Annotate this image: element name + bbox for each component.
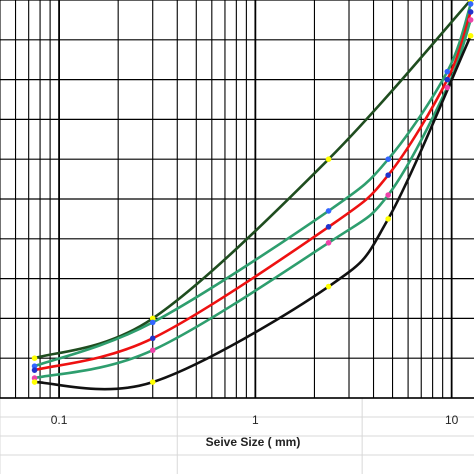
data-point-s1-2 <box>149 315 156 322</box>
data-point-s2-2 <box>149 319 156 326</box>
x-tick-labels: 0.1 1 10 <box>51 413 459 427</box>
data-point-s2-1 <box>31 363 38 369</box>
data-point-s3-1 <box>31 367 38 373</box>
data-point-s3-5 <box>444 76 451 83</box>
data-point-s4-3 <box>325 239 332 246</box>
gradation-curves <box>31 0 474 391</box>
data-point-s4-6 <box>467 17 474 23</box>
data-point-s3-4 <box>385 172 391 178</box>
data-point-s2-3 <box>325 208 332 214</box>
data-point-s5-3 <box>325 283 332 290</box>
series-line-3 <box>33 10 472 372</box>
data-point-s2-5 <box>444 68 451 75</box>
data-point-s4-2 <box>149 347 156 354</box>
data-point-s5-5 <box>467 33 474 39</box>
series-line-5 <box>33 34 472 391</box>
data-point-s4-5 <box>444 84 451 91</box>
series-line-1 <box>33 0 472 360</box>
data-point-s4-4 <box>385 192 391 198</box>
data-point-s2-4 <box>385 156 391 162</box>
x-axis-label: Seive Size ( mm) <box>206 435 301 449</box>
x-tick-label: 10 <box>445 413 459 427</box>
data-point-s5-2 <box>149 379 156 385</box>
data-point-s3-2 <box>149 335 156 342</box>
data-point-s2-6 <box>467 1 474 7</box>
data-point-s4-1 <box>31 375 38 381</box>
x-tick-label: 0.1 <box>51 413 68 427</box>
x-tick-label: 1 <box>252 413 259 427</box>
data-point-s1-1 <box>31 355 38 362</box>
data-point-s3-6 <box>467 9 474 15</box>
data-point-s5-4 <box>385 216 391 222</box>
data-point-s5-1 <box>31 379 38 385</box>
data-point-s1-3 <box>325 156 332 162</box>
data-point-s3-3 <box>325 224 332 230</box>
